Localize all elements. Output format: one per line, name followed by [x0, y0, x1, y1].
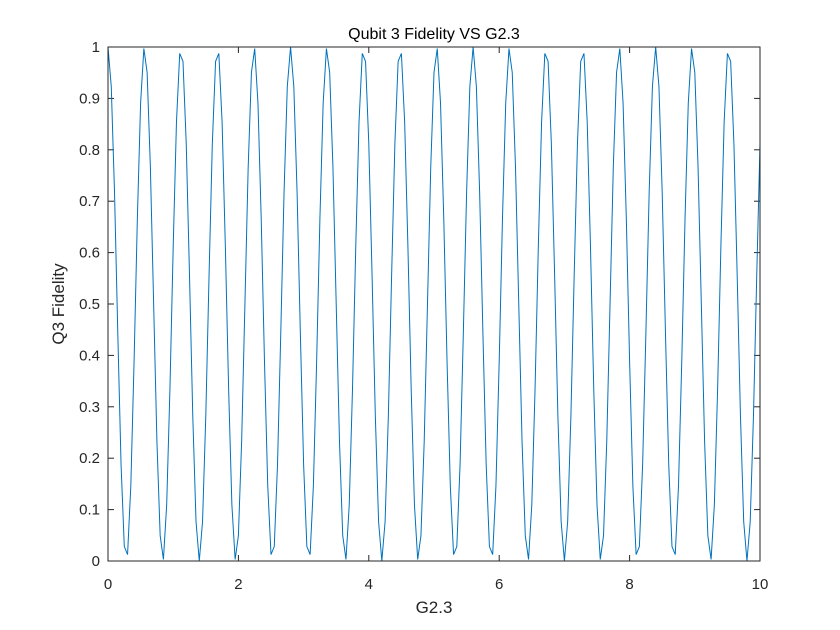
data-line: [107, 46, 761, 562]
y-tick-label: 0.3: [79, 399, 100, 416]
chart-title: Qubit 3 Fidelity VS G2.3: [348, 26, 520, 43]
axes-box: [107, 46, 761, 562]
x-axis-label: G2.3: [416, 598, 453, 617]
x-tick-label: 2: [234, 576, 242, 593]
x-tick-label: 4: [365, 576, 373, 593]
x-tick-label: 0: [104, 576, 112, 593]
x-tick-label: 10: [752, 576, 769, 593]
y-tick-label: 0.1: [79, 502, 100, 519]
y-tick-label: 0.9: [79, 90, 100, 107]
x-tick-label: 8: [625, 576, 633, 593]
y-tick-label: 0.8: [79, 142, 100, 159]
y-tick-label: 0.2: [79, 450, 100, 467]
y-tick-label: 0.7: [79, 193, 100, 210]
y-tick-label: 0.6: [79, 245, 100, 262]
plot-area: [108, 47, 760, 561]
x-tick-label: 6: [495, 576, 503, 593]
y-tick-label: 1: [92, 39, 100, 56]
y-tick-label: 0: [92, 553, 100, 570]
y-tick-label: 0.4: [79, 347, 100, 364]
y-tick-label: 0.5: [79, 296, 100, 313]
y-axis-label: Q3 Fidelity: [49, 263, 68, 345]
